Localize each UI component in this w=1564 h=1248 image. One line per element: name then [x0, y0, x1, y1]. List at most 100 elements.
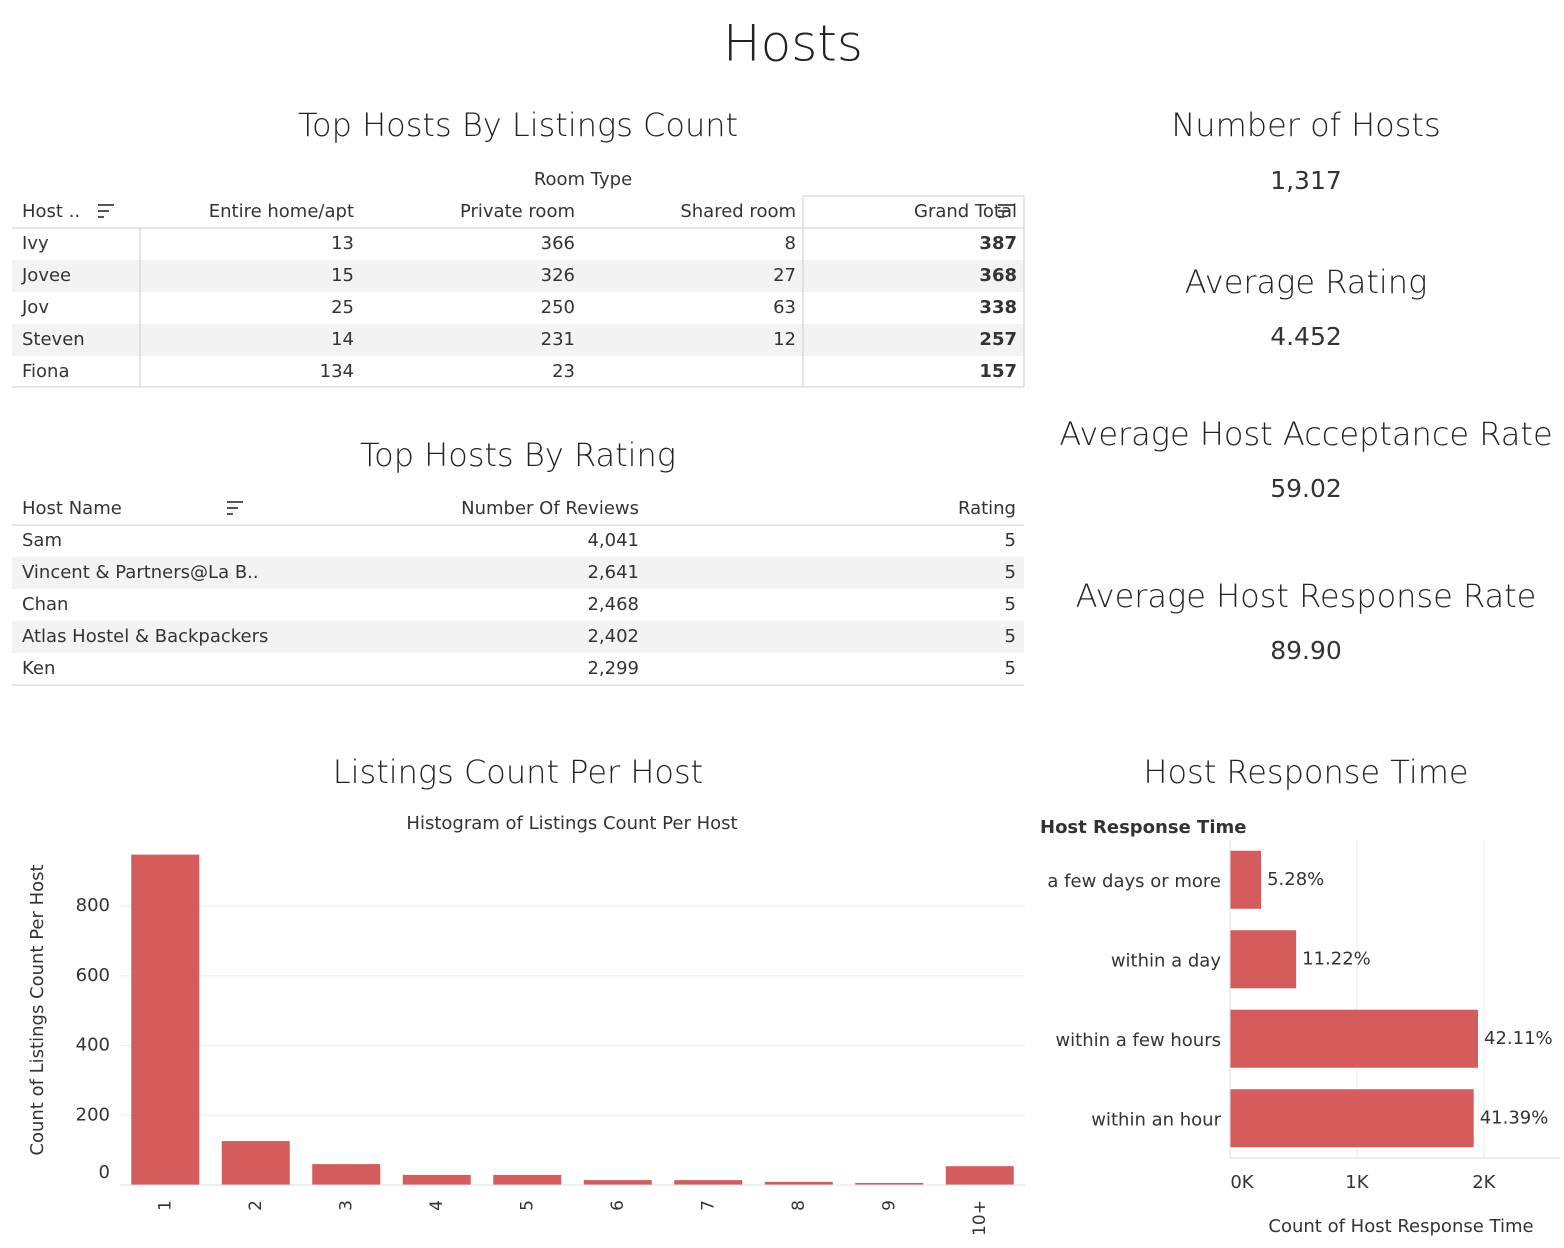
value-label: 5.28% — [1267, 869, 1324, 890]
x-tick-label: 9 — [879, 1200, 899, 1211]
x-tick-label: 8 — [789, 1200, 809, 1211]
table-cell: 5 — [1005, 658, 1016, 679]
bar — [221, 1141, 290, 1185]
bar — [402, 1174, 471, 1185]
bar — [1230, 850, 1262, 909]
table-cell: 326 — [541, 265, 575, 286]
kpi-value: 4.452 — [1270, 322, 1342, 351]
table-cell: 27 — [773, 265, 796, 286]
y-tick-label: 400 — [76, 1035, 110, 1056]
table-cell: 13 — [331, 233, 354, 254]
column-header: Private room — [460, 201, 575, 222]
table-cell: 250 — [541, 297, 575, 318]
x-tick-label: 2K — [1472, 1172, 1496, 1193]
table-cell: 231 — [541, 329, 575, 350]
column-header: Rating — [958, 498, 1016, 519]
row-band — [12, 324, 1024, 356]
bar — [1230, 930, 1297, 989]
category-label: a few days or more — [1047, 871, 1221, 892]
kpi-value: 1,317 — [1270, 166, 1342, 195]
category-label: within a few hours — [1055, 1030, 1221, 1051]
x-tick-label: 7 — [698, 1200, 718, 1211]
y-axis-title: Count of Listings Count Per Host — [27, 864, 48, 1155]
table-cell: 2,299 — [587, 658, 639, 679]
y-tick-label: 600 — [76, 965, 110, 986]
column-header: Host .. — [22, 201, 80, 222]
table-cell: 368 — [979, 265, 1017, 286]
y-tick-label: 0 — [99, 1162, 110, 1183]
bar — [1230, 1089, 1474, 1148]
table-cell: 5 — [1005, 594, 1016, 615]
table-cell: 8 — [785, 233, 796, 254]
bar — [674, 1180, 743, 1185]
row-band — [12, 557, 1024, 589]
y-tick-label: 200 — [76, 1104, 110, 1125]
table-title: Top Hosts By Listings Count — [298, 106, 738, 144]
table-cell: Steven — [22, 329, 85, 350]
table-cell: 4,041 — [587, 530, 639, 551]
bar — [764, 1181, 833, 1185]
value-label: 41.39% — [1480, 1107, 1549, 1128]
x-tick-label: 10+ — [970, 1200, 990, 1236]
value-label: 11.22% — [1302, 948, 1371, 969]
table-cell: 5 — [1005, 626, 1016, 647]
column-header: Entire home/apt — [209, 201, 354, 222]
table-cell: Ivy — [22, 233, 49, 254]
bar — [131, 854, 200, 1185]
column-header: Grand Total — [914, 201, 1017, 222]
table-cell: Vincent & Partners@La B.. — [22, 562, 259, 583]
kpi-title: Number of Hosts — [1171, 106, 1440, 144]
table-cell: 5 — [1005, 530, 1016, 551]
table-cell: 387 — [979, 233, 1017, 254]
bar — [583, 1180, 652, 1185]
table-cell: 12 — [773, 329, 796, 350]
row-band — [12, 621, 1024, 653]
table-cell: 366 — [541, 233, 575, 254]
kpi-title: Average Host Acceptance Rate — [1059, 415, 1552, 453]
bar — [312, 1164, 381, 1185]
x-tick-label: 6 — [608, 1200, 628, 1211]
table-cell: 5 — [1005, 562, 1016, 583]
x-axis-title: Count of Host Response Time — [1268, 1216, 1533, 1237]
x-tick-label: 1K — [1345, 1172, 1369, 1193]
kpi-value: 59.02 — [1270, 474, 1342, 503]
category-header: Host Response Time — [1040, 817, 1246, 838]
table-cell: 63 — [773, 297, 796, 318]
table-cell: 2,468 — [587, 594, 639, 615]
y-tick-label: 800 — [76, 895, 110, 916]
table-title: Top Hosts By Rating — [360, 436, 676, 474]
table-cell: 2,641 — [587, 562, 639, 583]
table-cell: 338 — [979, 297, 1017, 318]
category-label: within a day — [1111, 950, 1222, 971]
table-cell: Fiona — [22, 361, 70, 382]
column-header: Host Name — [22, 498, 122, 519]
x-tick-label: 0K — [1230, 1172, 1254, 1193]
table-cell: Ken — [22, 658, 55, 679]
table-cell: 2,402 — [587, 626, 639, 647]
bar — [493, 1174, 562, 1185]
x-tick-label: 3 — [336, 1200, 356, 1211]
bar — [945, 1166, 1014, 1185]
kpi-title: Average Rating — [1185, 263, 1428, 301]
value-label: 42.11% — [1484, 1028, 1553, 1049]
bar — [1230, 1009, 1479, 1068]
table-cell: Jov — [21, 297, 49, 318]
dashboard-title: Hosts — [723, 15, 863, 73]
chart-title: Host Response Time — [1143, 753, 1468, 791]
table-cell: 15 — [331, 265, 354, 286]
table-cell: 157 — [979, 361, 1017, 382]
x-tick-label: 4 — [427, 1200, 447, 1211]
sort-icons — [98, 204, 1014, 515]
chart-subtitle: Histogram of Listings Count Per Host — [406, 813, 737, 834]
row-band — [12, 260, 1024, 292]
category-label: within an hour — [1091, 1109, 1221, 1130]
table-cell: Jovee — [21, 265, 71, 286]
bar — [855, 1182, 924, 1185]
x-tick-label: 1 — [155, 1200, 175, 1211]
table-cell: Chan — [22, 594, 68, 615]
table-cell: 14 — [331, 329, 354, 350]
kpi-title: Average Host Response Rate — [1076, 577, 1537, 615]
table-cell: Sam — [22, 530, 62, 551]
column-header: Shared room — [680, 201, 796, 222]
